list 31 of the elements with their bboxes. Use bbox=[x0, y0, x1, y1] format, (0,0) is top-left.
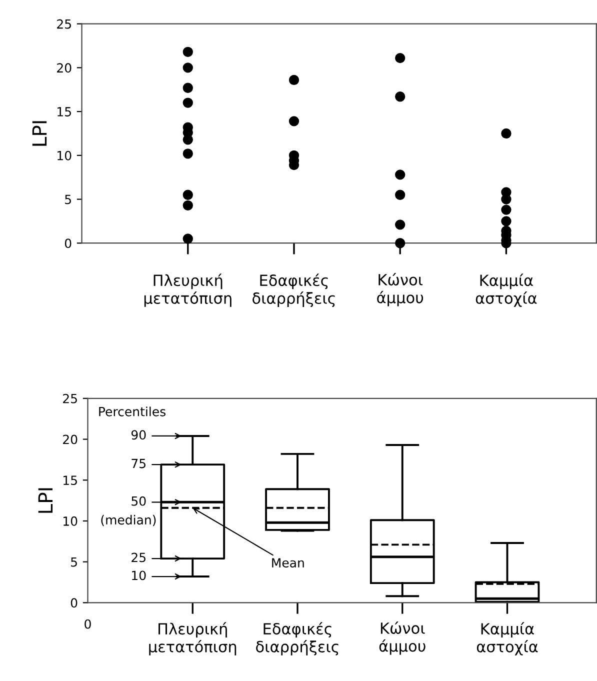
annotation: 90 bbox=[131, 430, 146, 440]
x-tick-label: Εδαφικές διαρρήξεις bbox=[252, 274, 335, 307]
y-tick-label: 10 bbox=[58, 150, 72, 160]
y-axis-title: LPI bbox=[38, 488, 53, 513]
annotation: Mean bbox=[272, 558, 304, 568]
y-tick-label: 10 bbox=[64, 516, 78, 526]
annotation: 25 bbox=[132, 552, 146, 562]
y-tick-label: 0 bbox=[70, 598, 78, 608]
x-tick-label: Πλευρική μετατόπιση bbox=[149, 622, 236, 656]
y-tick-label: 0 bbox=[64, 238, 72, 248]
y-tick-label: 15 bbox=[64, 476, 77, 486]
annotation: 75 bbox=[132, 458, 146, 468]
y-tick-label: 25 bbox=[63, 394, 77, 404]
x-tick-label: Καμμία αστοχία bbox=[476, 274, 537, 307]
x-tick-label: Καμμία αστοχία bbox=[476, 622, 538, 656]
y-tick-label: 15 bbox=[58, 107, 71, 116]
x-tick-label: Εδαφικές διαρρήξεις bbox=[256, 622, 338, 656]
y-tick-label: 20 bbox=[63, 434, 78, 444]
text: 0 bbox=[84, 619, 91, 629]
annotation: 10 bbox=[132, 570, 146, 580]
x-tick-label: Πλευρική μετατόπιση bbox=[144, 274, 232, 307]
x-tick-label: Κώνοι άμμου bbox=[377, 273, 424, 306]
y-tick-label: 5 bbox=[71, 557, 77, 567]
y-tick-label: 20 bbox=[57, 63, 72, 73]
y-tick-label: 5 bbox=[65, 194, 71, 204]
y-tick-label: 25 bbox=[57, 19, 71, 29]
annotation: (median) bbox=[101, 514, 156, 526]
y-axis-title: LPI bbox=[32, 121, 47, 146]
annotation: 50 bbox=[132, 496, 146, 506]
annotation: Percentiles bbox=[99, 406, 166, 416]
x-tick-label: Κώνοι άμμου bbox=[379, 622, 426, 655]
